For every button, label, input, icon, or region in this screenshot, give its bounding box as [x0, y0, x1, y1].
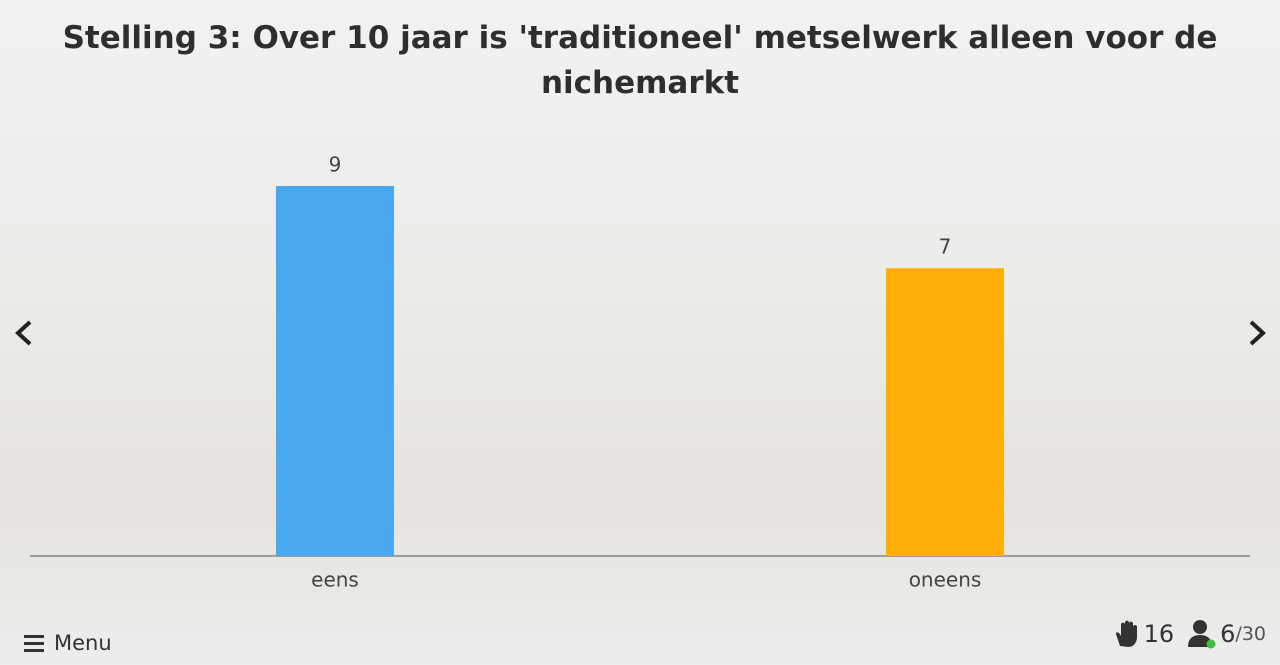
- bar: [886, 268, 1004, 556]
- data-label: 7: [939, 235, 952, 259]
- hands-count: 16: [1143, 620, 1175, 648]
- chart-title: Stelling 3: Over 10 jaar is 'traditionee…: [62, 20, 1218, 101]
- menu-icon: [24, 635, 44, 652]
- person-icon: [1188, 620, 1216, 649]
- participants-total: /30: [1235, 623, 1266, 645]
- menu-label: Menu: [54, 631, 112, 655]
- x-tick-label: oneens: [909, 568, 982, 592]
- participants-count: 6: [1220, 620, 1236, 648]
- stats: 16 6 /30: [1114, 619, 1266, 649]
- prev-arrow[interactable]: [15, 320, 32, 346]
- hand-icon: [1115, 620, 1137, 647]
- bar: [276, 186, 394, 556]
- next-arrow[interactable]: [1249, 320, 1266, 346]
- menu-button[interactable]: Menu: [24, 631, 112, 655]
- data-label: 9: [329, 153, 342, 177]
- x-tick-label: eens: [311, 568, 359, 592]
